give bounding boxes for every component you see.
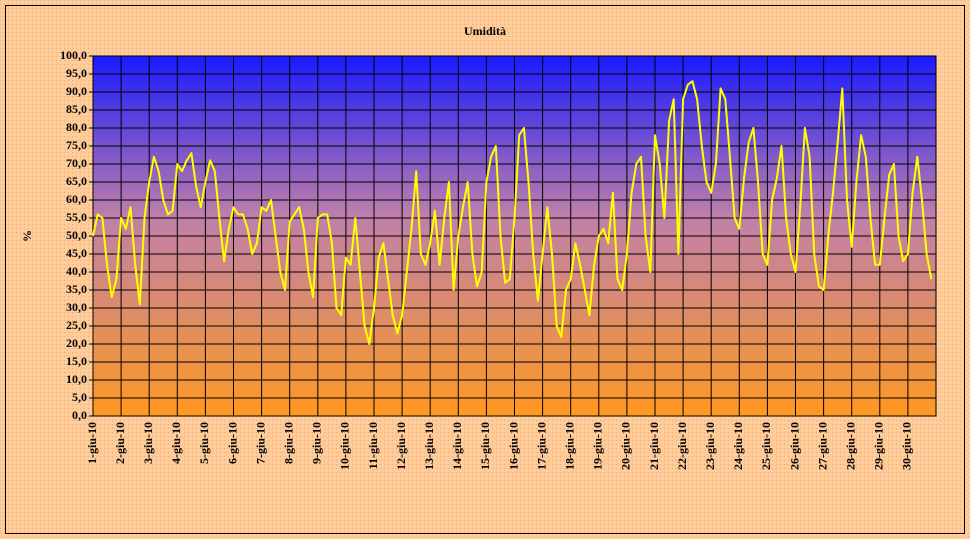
y-tick-label: 90,0 [66, 84, 87, 98]
x-tick-label: 30-giu-10 [900, 422, 914, 470]
x-tick-label: 10-giu-10 [338, 422, 352, 470]
x-tick-label: 3-giu-10 [141, 422, 155, 464]
y-tick-label: 20,0 [66, 336, 87, 350]
y-tick-label: 55,0 [66, 210, 87, 224]
y-tick-label: 70,0 [66, 156, 87, 170]
x-tick-label: 9-giu-10 [310, 422, 324, 464]
y-tick-label: 85,0 [66, 102, 87, 116]
x-tick-label: 1-giu-10 [85, 422, 99, 464]
y-tick-label: 35,0 [66, 282, 87, 296]
y-tick-label: 0,0 [72, 408, 87, 422]
x-tick-label: 5-giu-10 [197, 422, 211, 464]
x-tick-label: 24-giu-10 [731, 422, 745, 470]
x-tick-label: 21-giu-10 [647, 422, 661, 470]
y-tick-label: 50,0 [66, 228, 87, 242]
y-tick-label: 45,0 [66, 246, 87, 260]
x-tick-label: 28-giu-10 [843, 422, 857, 470]
chart-title: Umidità [464, 24, 506, 38]
x-tick-label: 14-giu-10 [450, 422, 464, 470]
y-tick-label: 100,0 [60, 48, 87, 62]
y-axis-label: % [20, 230, 34, 242]
x-tick-label: 4-giu-10 [169, 422, 183, 464]
y-tick-label: 60,0 [66, 192, 87, 206]
x-tick-label: 6-giu-10 [225, 422, 239, 464]
y-tick-label: 30,0 [66, 300, 87, 314]
x-tick-label: 22-giu-10 [675, 422, 689, 470]
x-tick-label: 27-giu-10 [815, 422, 829, 470]
x-tick-label: 17-giu-10 [534, 422, 548, 470]
y-tick-label: 95,0 [66, 66, 87, 80]
x-tick-label: 16-giu-10 [506, 422, 520, 470]
y-tick-label: 65,0 [66, 174, 87, 188]
x-tick-label: 29-giu-10 [872, 422, 886, 470]
x-tick-label: 2-giu-10 [113, 422, 127, 464]
x-tick-label: 23-giu-10 [703, 422, 717, 470]
y-tick-label: 80,0 [66, 120, 87, 134]
y-tick-label: 25,0 [66, 318, 87, 332]
x-tick-label: 26-giu-10 [787, 422, 801, 470]
x-tick-label: 8-giu-10 [281, 422, 295, 464]
x-tick-label: 19-giu-10 [591, 422, 605, 470]
x-tick-label: 7-giu-10 [253, 422, 267, 464]
x-tick-label: 15-giu-10 [478, 422, 492, 470]
line [92, 80, 933, 345]
x-tick-label: 25-giu-10 [759, 422, 773, 470]
y-tick-label: 40,0 [66, 264, 87, 278]
frame [5, 5, 965, 534]
x-tick-label: 20-giu-10 [619, 422, 633, 470]
y-tick-label: 75,0 [66, 138, 87, 152]
x-tick-label: 13-giu-10 [422, 422, 436, 470]
x-tick-label: 18-giu-10 [562, 422, 576, 470]
x-tick-label: 12-giu-10 [394, 422, 408, 470]
y-tick-label: 15,0 [66, 354, 87, 368]
y-tick-label: 5,0 [72, 390, 87, 404]
x-tick-label: 11-giu-10 [366, 422, 380, 469]
y-tick-label: 10,0 [66, 372, 87, 386]
